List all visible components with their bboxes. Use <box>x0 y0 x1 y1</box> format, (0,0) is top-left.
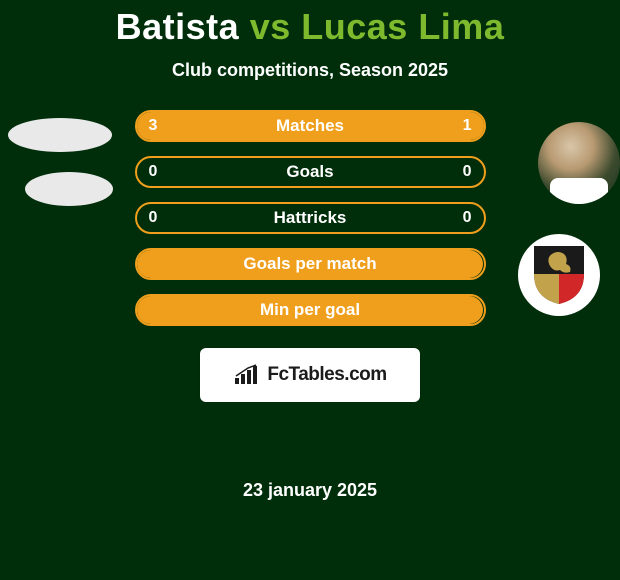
page-title: Batista vs Lucas Lima <box>0 0 620 48</box>
title-vs: vs <box>250 6 291 47</box>
stat-value-right: 0 <box>463 156 472 188</box>
branding-text: FcTables.com <box>267 364 386 386</box>
stat-label: Matches <box>135 110 486 142</box>
title-player2: Lucas Lima <box>301 6 504 47</box>
stat-row: Min per goal <box>135 294 486 326</box>
comparison-table: 3 Matches 1 0 Goals 0 0 Hattricks 0 Goal… <box>0 110 620 340</box>
date-line: 23 january 2025 <box>0 410 620 501</box>
stat-value-right: 0 <box>463 202 472 234</box>
stat-row: 3 Matches 1 <box>135 110 486 142</box>
branding-box: FcTables.com <box>200 348 420 402</box>
stat-label: Goals <box>135 156 486 188</box>
stat-row: 0 Hattricks 0 <box>135 202 486 234</box>
title-player1: Batista <box>116 6 240 47</box>
stat-label: Hattricks <box>135 202 486 234</box>
stat-label: Goals per match <box>135 248 486 280</box>
stat-label: Min per goal <box>135 294 486 326</box>
subtitle: Club competitions, Season 2025 <box>0 60 620 81</box>
stat-row: 0 Goals 0 <box>135 156 486 188</box>
fctables-logo-icon <box>233 364 261 386</box>
stat-row: Goals per match <box>135 248 486 280</box>
stat-value-right: 1 <box>463 110 472 142</box>
